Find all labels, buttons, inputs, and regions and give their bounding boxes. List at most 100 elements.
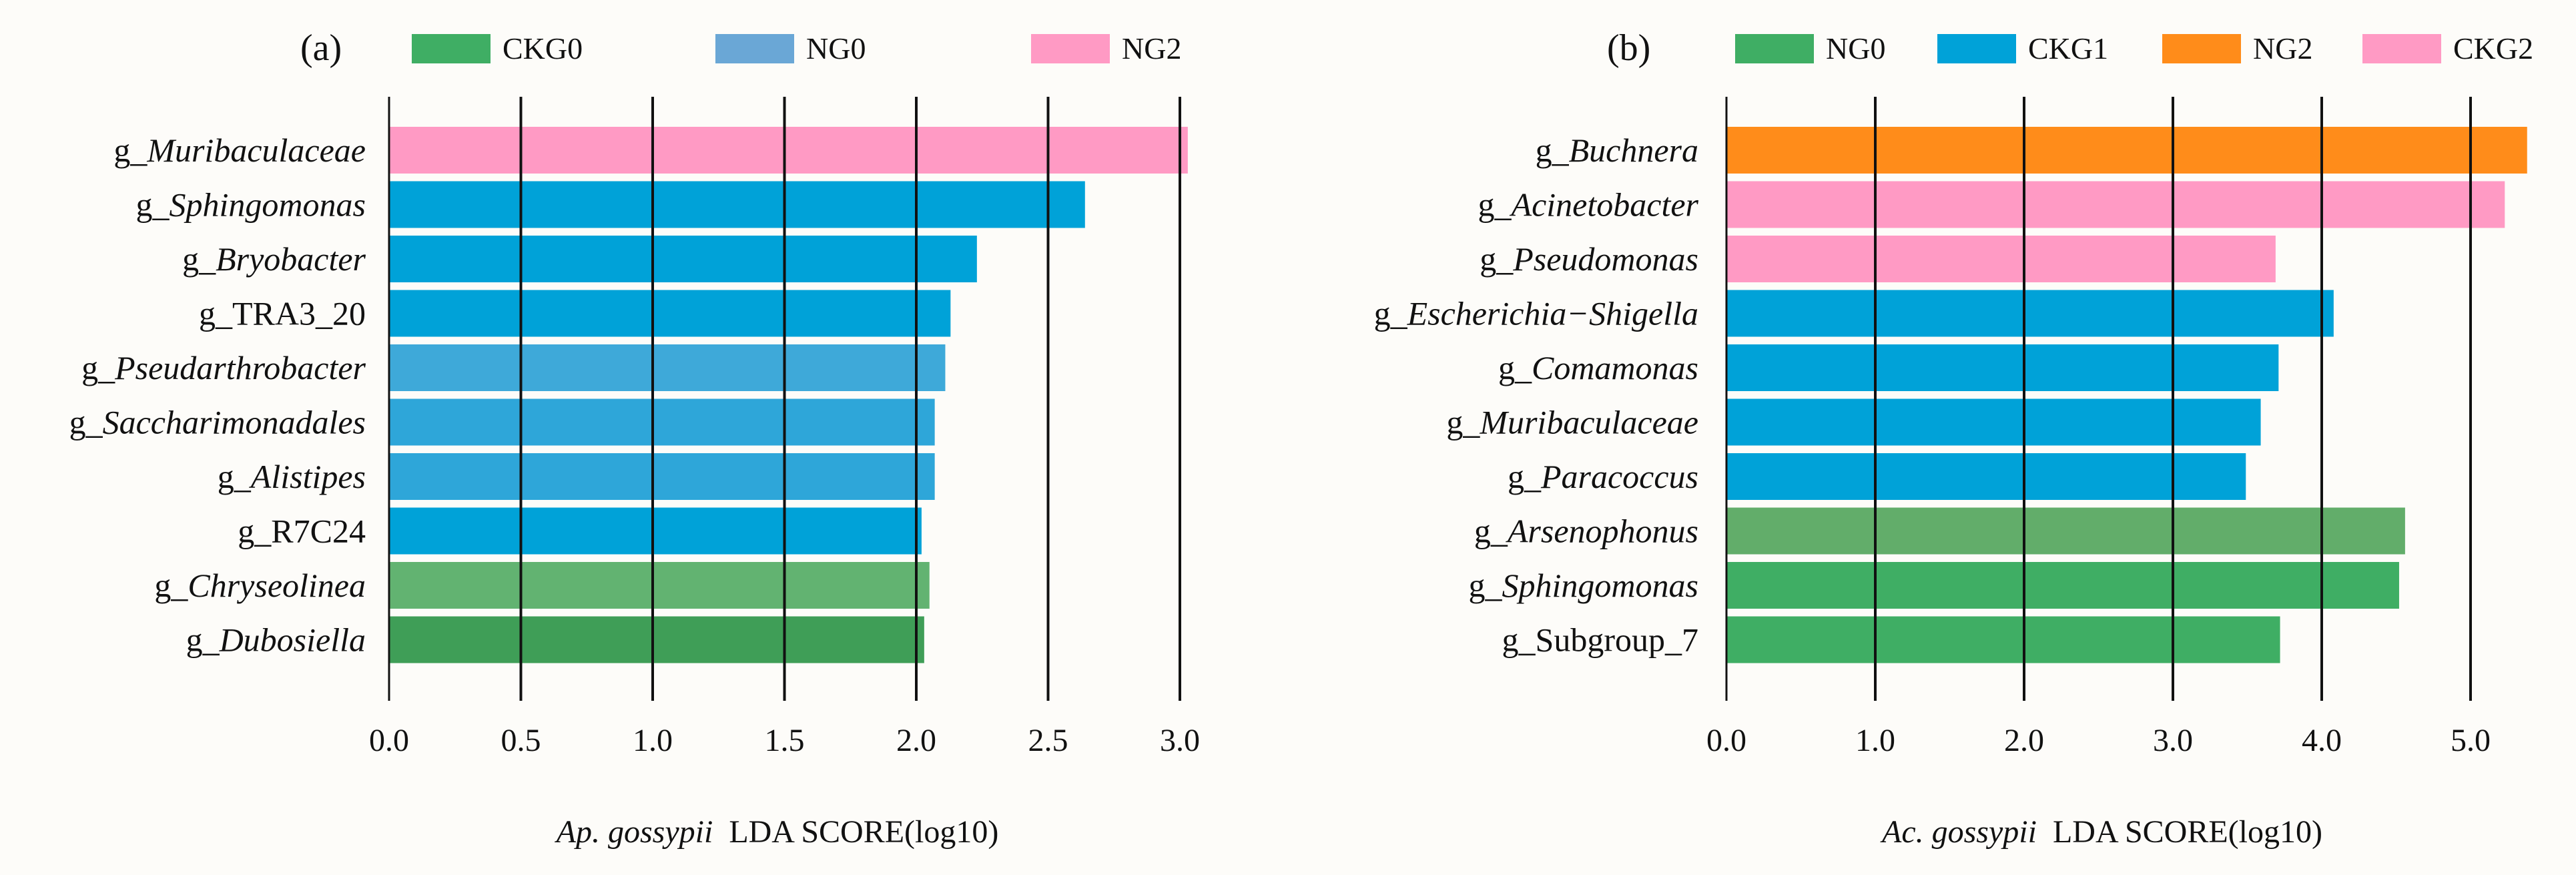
category-name: Pseudomonas	[1512, 240, 1698, 278]
bar	[1726, 616, 2280, 663]
category-prefix: g_	[186, 621, 220, 659]
category-name: Muribaculaceae	[1479, 404, 1698, 441]
bar	[1726, 127, 2527, 174]
category-prefix: g_	[136, 186, 170, 224]
category-prefix: g_	[1480, 240, 1514, 278]
bar	[1726, 453, 2246, 500]
category-name: TRA3_20	[232, 295, 366, 332]
bar	[389, 507, 922, 555]
legend-swatch	[2162, 34, 2241, 63]
tick-label: 3.0	[1160, 723, 1200, 758]
x-axis-label-species: Ap. gossypii	[555, 814, 713, 850]
category-prefix: g_	[69, 404, 103, 441]
category-label: g_Chryseolinea	[154, 567, 366, 604]
category-label: g_Pseudomonas	[1480, 240, 1698, 278]
category-label: g_Paracoccus	[1508, 458, 1698, 495]
category-name: R7C24	[271, 513, 366, 550]
category-prefix: g_	[238, 513, 272, 550]
legend-label: NG0	[806, 31, 866, 65]
category-label: g_Muribaculaceae	[113, 131, 366, 169]
legend-swatch	[1735, 34, 1814, 63]
bar	[389, 398, 935, 446]
legend-swatch	[412, 34, 491, 63]
legend-label: CKG2	[2453, 31, 2533, 65]
category-prefix: g_	[1469, 567, 1503, 604]
category-name: Saccharimonadales	[103, 404, 366, 441]
bar	[1726, 507, 2405, 555]
tick-label: 4.0	[2302, 723, 2342, 758]
legend-label: NG2	[1122, 31, 1181, 65]
category-label: g_Muribaculaceae	[1446, 404, 1698, 441]
category-prefix: g_	[1502, 621, 1536, 659]
category-label: g_Saccharimonadales	[69, 404, 366, 441]
category-label: g_Arsenophonus	[1474, 513, 1698, 550]
category-name: Escherichia−Shigella	[1407, 295, 1698, 332]
legend-swatch	[715, 34, 794, 63]
category-label: g_Sphingomonas	[1469, 567, 1698, 604]
category-name: Subgroup_7	[1536, 621, 1698, 659]
category-name: Bryobacter	[216, 240, 366, 278]
tick-label: 1.0	[1855, 723, 1895, 758]
category-name: Comamonas	[1532, 349, 1698, 386]
category-prefix: g_	[1536, 131, 1570, 169]
category-label: g_Dubosiella	[186, 621, 366, 659]
category-prefix: g_	[154, 567, 188, 604]
tick-label: 0.5	[501, 723, 541, 758]
category-label: g_Buchnera	[1536, 131, 1698, 169]
tick-label: 0.0	[1706, 723, 1746, 758]
category-prefix: g_	[1508, 458, 1542, 495]
bar	[1726, 290, 2334, 337]
tick-label: 2.0	[896, 723, 936, 758]
tick-label: 5.0	[2451, 723, 2491, 758]
category-name: Sphingomonas	[170, 186, 366, 224]
x-axis-label-metric: LDA SCORE(log10)	[2053, 814, 2322, 850]
category-name: Sphingomonas	[1502, 567, 1698, 604]
bar	[1726, 562, 2399, 609]
bar	[1726, 181, 2505, 228]
category-prefix: g_	[1474, 513, 1508, 550]
bar	[1726, 236, 2276, 282]
legend-label: CKG1	[2028, 31, 2108, 65]
category-name: Pseudarthrobacter	[114, 349, 366, 386]
tick-label: 0.0	[369, 723, 409, 758]
category-prefix: g_	[218, 458, 252, 495]
bar	[389, 344, 946, 391]
category-name: Acinetobacter	[1510, 186, 1699, 224]
category-name: Buchnera	[1569, 131, 1698, 169]
category-label: g_R7C24	[238, 513, 366, 550]
category-prefix: g_	[81, 349, 115, 386]
category-prefix: g_	[113, 131, 147, 169]
tick-label: 1.5	[765, 723, 805, 758]
category-label: g_Alistipes	[218, 458, 366, 495]
x-axis-label-metric: LDA SCORE(log10)	[729, 814, 998, 850]
bar	[389, 181, 1085, 228]
x-axis-label-species: Ac. gossypii	[1880, 814, 2037, 850]
category-label: g_Escherichia−Shigella	[1374, 295, 1698, 332]
category-label: g_Bryobacter	[182, 240, 366, 278]
category-prefix: g_	[1498, 349, 1532, 386]
category-name: Dubosiella	[219, 621, 366, 659]
category-prefix: g_	[1478, 186, 1512, 224]
bar	[389, 290, 951, 337]
bar	[389, 616, 924, 663]
tick-label: 2.5	[1028, 723, 1068, 758]
category-label: g_Pseudarthrobacter	[81, 349, 366, 386]
x-axis-label-spacer	[2037, 814, 2053, 850]
category-prefix: g_	[199, 295, 233, 332]
panel-label: (b)	[1607, 27, 1650, 69]
legend-label: CKG0	[503, 31, 583, 65]
bar	[389, 236, 977, 282]
category-prefix: g_	[1374, 295, 1408, 332]
bar	[389, 127, 1188, 174]
bar	[389, 453, 935, 500]
category-name: Chryseolinea	[188, 567, 366, 604]
legend-label: NG2	[2253, 31, 2312, 65]
tick-label: 3.0	[2153, 723, 2193, 758]
legend-label: NG0	[1826, 31, 1885, 65]
category-name: Paracoccus	[1540, 458, 1698, 495]
category-label: g_Acinetobacter	[1478, 186, 1699, 224]
category-prefix: g_	[182, 240, 216, 278]
